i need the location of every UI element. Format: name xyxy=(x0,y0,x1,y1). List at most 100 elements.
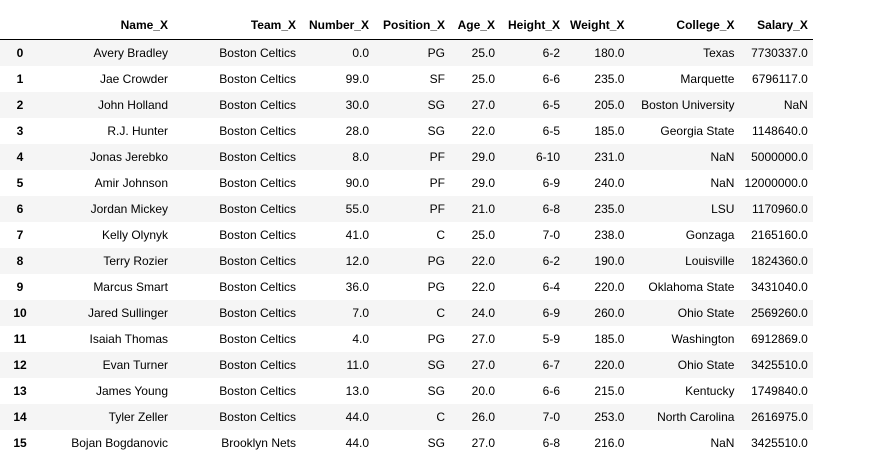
cell-team: Boston Celtics xyxy=(219,358,296,372)
cell-height: 6-2 xyxy=(542,254,560,268)
cell-weight: 260.0 xyxy=(594,306,625,320)
cell-position: C xyxy=(436,410,445,424)
cell-weight: 238.0 xyxy=(594,228,625,242)
index-header xyxy=(0,11,40,40)
column-header-position: Position_X xyxy=(374,11,450,40)
row-index: 12 xyxy=(13,358,27,372)
cell-number: 99.0 xyxy=(345,72,369,86)
cell-age: 29.0 xyxy=(471,176,495,190)
row-index: 0 xyxy=(16,46,24,60)
cell-salary: 3431040.0 xyxy=(751,280,808,294)
cell-height: 6-2 xyxy=(542,46,560,60)
cell-salary: 1824360.0 xyxy=(751,254,808,268)
cell-position: PG xyxy=(427,280,445,294)
cell-number: 11.0 xyxy=(346,358,369,372)
cell-number: 13.0 xyxy=(345,384,369,398)
cell-height: 6-8 xyxy=(542,436,560,450)
cell-name: Terry Rozier xyxy=(103,254,168,268)
cell-number: 4.0 xyxy=(352,332,369,346)
cell-salary: NaN xyxy=(783,98,808,112)
table-body: 0 Avery Bradley Boston Celtics 0.0 PG 25.0 6-2… xyxy=(0,39,813,456)
cell-team: Boston Celtics xyxy=(219,72,296,86)
table-row: 15 Bojan Bogdanovic Brooklyn Nets 44.0 SG 27.… xyxy=(0,430,813,456)
cell-age: 29.0 xyxy=(471,150,495,164)
table-row: 11 Isaiah Thomas Boston Celtics 4.0 PG 27.0 5-… xyxy=(0,326,813,352)
cell-name: R.J. Hunter xyxy=(107,124,168,138)
cell-weight: 240.0 xyxy=(594,176,625,190)
cell-team: Boston Celtics xyxy=(219,150,296,164)
column-header-age: Age_X xyxy=(450,11,500,40)
cell-team: Boston Celtics xyxy=(219,228,296,242)
cell-height: 6-9 xyxy=(542,176,560,190)
cell-number: 30.0 xyxy=(345,98,369,112)
cell-age: 27.0 xyxy=(471,332,495,346)
cell-number: 28.0 xyxy=(345,124,369,138)
column-header-team: Team_X xyxy=(173,11,301,40)
cell-salary: 3425510.0 xyxy=(751,436,808,450)
cell-salary: 1148640.0 xyxy=(752,124,808,138)
cell-college: Oklahoma State xyxy=(648,280,735,294)
cell-college: NaN xyxy=(710,436,735,450)
cell-height: 6-8 xyxy=(542,202,560,216)
dataframe-table: Name_X Team_X Number_X Position_X Age_X … xyxy=(0,11,813,456)
cell-salary: 2165160.0 xyxy=(751,228,808,242)
cell-number: 44.0 xyxy=(345,436,369,450)
cell-weight: 180.0 xyxy=(594,46,625,60)
cell-team: Boston Celtics xyxy=(219,202,296,216)
cell-position: SF xyxy=(429,72,445,86)
cell-college: Ohio State xyxy=(677,306,735,320)
cell-salary: 6912869.0 xyxy=(751,332,808,346)
column-header-salary: Salary_X xyxy=(739,11,813,40)
cell-team: Boston Celtics xyxy=(219,332,296,346)
dataframe-output: Name_X Team_X Number_X Position_X Age_X … xyxy=(0,11,813,456)
cell-weight: 231.0 xyxy=(594,150,625,164)
cell-name: Jordan Mickey xyxy=(90,202,168,216)
cell-salary: 7730337.0 xyxy=(751,46,808,60)
cell-weight: 235.0 xyxy=(594,202,625,216)
cell-name: Avery Bradley xyxy=(93,46,168,60)
cell-team: Brooklyn Nets xyxy=(221,436,296,450)
cell-number: 8.0 xyxy=(352,150,369,164)
cell-team: Boston Celtics xyxy=(219,46,296,60)
cell-college: Ohio State xyxy=(677,358,735,372)
cell-number: 90.0 xyxy=(345,176,369,190)
cell-name: Bojan Bogdanovic xyxy=(71,436,168,450)
table-row: 0 Avery Bradley Boston Celtics 0.0 PG 25.0 6-2… xyxy=(0,39,813,66)
cell-name: Marcus Smart xyxy=(93,280,168,294)
cell-age: 27.0 xyxy=(471,358,495,372)
cell-salary: 2616975.0 xyxy=(751,410,808,424)
row-index: 7 xyxy=(16,228,24,242)
row-index: 15 xyxy=(13,436,27,450)
cell-position: PF xyxy=(429,176,445,190)
cell-team: Boston Celtics xyxy=(219,410,296,424)
column-header-weight: Weight_X xyxy=(565,11,630,40)
cell-name: John Holland xyxy=(97,98,168,112)
cell-salary: 3425510.0 xyxy=(751,358,808,372)
cell-college: NaN xyxy=(710,150,735,164)
cell-salary: 5000000.0 xyxy=(751,150,808,164)
cell-height: 6-6 xyxy=(542,384,560,398)
cell-height: 5-9 xyxy=(542,332,560,346)
row-index: 1 xyxy=(16,72,24,86)
cell-age: 24.0 xyxy=(471,306,495,320)
cell-salary: 1170960.0 xyxy=(752,202,808,216)
cell-team: Boston Celtics xyxy=(219,280,296,294)
cell-name: Kelly Olynyk xyxy=(101,228,168,242)
table-row: 12 Evan Turner Boston Celtics 11.0 SG 27.0 6-7… xyxy=(0,352,813,378)
cell-salary: 6796117.0 xyxy=(752,72,808,86)
cell-position: SG xyxy=(427,358,445,372)
table-row: 7 Kelly Olynyk Boston Celtics 41.0 C 25.0 7-0 2… xyxy=(0,222,813,248)
cell-height: 6-6 xyxy=(542,72,560,86)
cell-name: James Young xyxy=(95,384,168,398)
cell-weight: 216.0 xyxy=(594,436,625,450)
cell-number: 7.0 xyxy=(352,306,369,320)
cell-team: Boston Celtics xyxy=(219,254,296,268)
column-header-college: College_X xyxy=(629,11,740,40)
cell-height: 7-0 xyxy=(542,410,560,424)
cell-age: 22.0 xyxy=(471,280,495,294)
cell-college: Georgia State xyxy=(660,124,735,138)
table-row: 8 Terry Rozier Boston Celtics 12.0 PG 22.0 6-2… xyxy=(0,248,813,274)
table-row: 4 Jonas Jerebko Boston Celtics 8.0 PF 29.0 6-1… xyxy=(0,144,813,170)
cell-position: SG xyxy=(427,98,445,112)
cell-name: Jared Sullinger xyxy=(87,306,168,320)
